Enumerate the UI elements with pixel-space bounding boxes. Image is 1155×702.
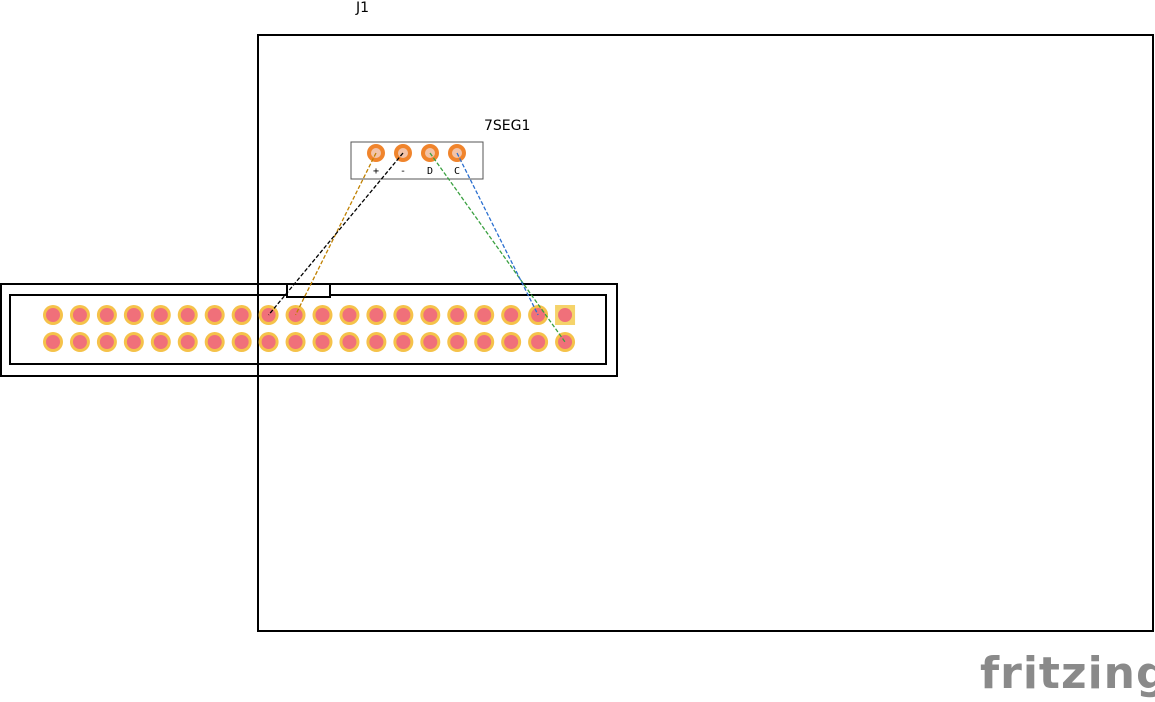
header-pin[interactable] <box>43 305 63 325</box>
header-pin[interactable] <box>393 305 414 325</box>
wire-d[interactable] <box>429 152 566 343</box>
header-pin[interactable] <box>501 332 522 352</box>
module-pin-label: + <box>373 166 379 177</box>
header-pin[interactable] <box>231 305 252 325</box>
header-pin[interactable] <box>393 332 414 352</box>
header-pin[interactable] <box>555 305 576 325</box>
header-pin[interactable] <box>231 332 252 352</box>
header-pin[interactable] <box>555 332 576 352</box>
module-pin-label: - <box>400 166 406 177</box>
module-label-7seg1: 7SEG1 <box>484 118 531 134</box>
module-pin-label: C <box>454 166 460 177</box>
header-pin[interactable] <box>96 305 117 325</box>
header-pin[interactable] <box>447 332 468 352</box>
header-pin[interactable] <box>150 332 171 352</box>
header-pin[interactable] <box>123 332 144 352</box>
header-pin[interactable] <box>447 305 468 325</box>
board-label-j1: J1 <box>356 0 370 16</box>
header-pin[interactable] <box>204 305 225 325</box>
header-pin[interactable] <box>204 332 225 352</box>
header-pin[interactable] <box>312 305 333 325</box>
header-pin[interactable] <box>96 332 117 352</box>
header-pin[interactable] <box>69 332 90 352</box>
header-pin[interactable] <box>366 332 387 352</box>
header-pin[interactable] <box>123 305 144 325</box>
module-pin-label: D <box>427 166 433 177</box>
header-pin[interactable] <box>339 305 360 325</box>
fritzing-logo: fritzing <box>980 648 1155 699</box>
header-pin[interactable] <box>420 332 441 352</box>
header-pin[interactable] <box>339 332 360 352</box>
header-pin[interactable] <box>474 305 495 325</box>
header-pin[interactable] <box>420 305 441 325</box>
header-pin[interactable] <box>501 305 522 325</box>
header-pin[interactable] <box>258 332 279 352</box>
header-pin[interactable] <box>177 305 198 325</box>
header-key-notch <box>286 283 331 298</box>
header-pin[interactable] <box>474 332 495 352</box>
header-pin[interactable] <box>43 332 63 352</box>
header-inner-frame <box>9 294 607 365</box>
header-pin[interactable] <box>69 305 90 325</box>
wire-c[interactable] <box>456 152 539 316</box>
header-pin[interactable] <box>177 332 198 352</box>
header-pin[interactable] <box>528 332 549 352</box>
header-pin[interactable] <box>312 332 333 352</box>
header-pin[interactable] <box>285 332 306 352</box>
header-pin[interactable] <box>150 305 171 325</box>
header-pin[interactable] <box>366 305 387 325</box>
board-j1-outline[interactable] <box>257 34 1154 632</box>
wire-minus[interactable] <box>268 152 404 316</box>
